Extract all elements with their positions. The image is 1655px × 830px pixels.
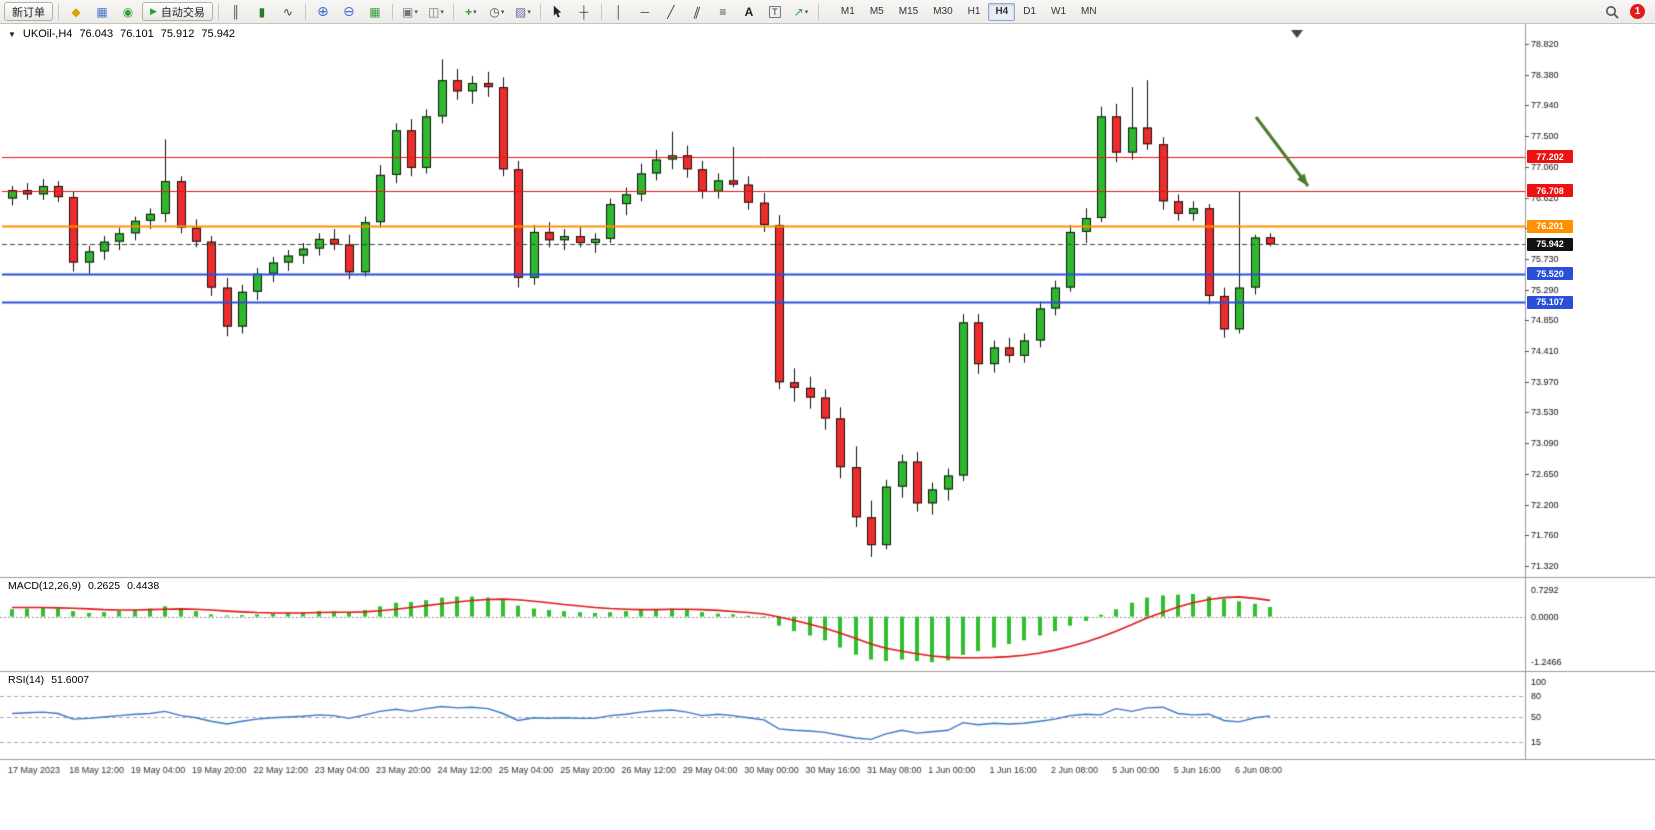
price-badge-75.107: 75.107 bbox=[1527, 295, 1573, 309]
toolbar-separator bbox=[600, 3, 602, 20]
rsi-name: RSI(14) bbox=[8, 674, 45, 686]
shapes-dropdown[interactable]: ↗ ▾ bbox=[793, 4, 809, 19]
zoom-in-icon[interactable]: ⊕ bbox=[317, 3, 329, 19]
toolbar-separator bbox=[304, 3, 306, 20]
chart-title: ▼ UKOil-,H4 76.043 76.101 75.912 75.942 bbox=[8, 28, 235, 40]
crosshair-icon[interactable]: ┼ bbox=[579, 4, 589, 19]
vertical-line-icon[interactable]: │ bbox=[615, 4, 623, 19]
macd-value: 0.2625 bbox=[87, 580, 121, 592]
new-order-button[interactable]: 新订单 bbox=[4, 2, 53, 21]
timeframe-w1[interactable]: W1 bbox=[1044, 3, 1073, 21]
autotrading-icon: ▶ bbox=[150, 6, 157, 16]
collapse-icon[interactable]: ▼ bbox=[8, 29, 16, 39]
template-dropdown[interactable]: ▨ ▾ bbox=[514, 4, 531, 19]
tile-windows-icon[interactable]: ▦ bbox=[369, 4, 381, 19]
cursor-icon[interactable] bbox=[546, 1, 570, 23]
timeframe-d1[interactable]: D1 bbox=[1016, 3, 1043, 21]
market-watch-icon[interactable]: ◆ bbox=[71, 4, 81, 19]
toolbar-separator bbox=[391, 3, 393, 20]
zoom-out-icon[interactable]: ⊖ bbox=[343, 3, 355, 19]
tile-horizontal-icon[interactable]: ◫ ▾ bbox=[427, 4, 444, 19]
search-icon[interactable] bbox=[1600, 1, 1624, 23]
timeframe-m15[interactable]: M15 bbox=[892, 3, 925, 21]
label-icon-glyph: T bbox=[769, 5, 781, 18]
timeframe-m30[interactable]: M30 bbox=[926, 3, 959, 21]
macd-label: MACD(12,26,9) 0.2625 0.4438 bbox=[8, 580, 159, 592]
timeframe-m5[interactable]: M5 bbox=[863, 3, 891, 21]
price-badge-76.201: 76.201 bbox=[1527, 219, 1573, 233]
low-value: 75.912 bbox=[160, 28, 195, 40]
price-badge-75.942: 75.942 bbox=[1527, 237, 1573, 251]
autotrading-label: 自动交易 bbox=[160, 6, 205, 19]
timeframe-group: M1 M5 M15 M30 H1 H4 D1 W1 MN bbox=[834, 2, 1104, 21]
fibonacci-icon[interactable]: ≡ bbox=[719, 4, 727, 19]
new-order-label: 新订单 bbox=[12, 6, 45, 19]
symbol-period-label: UKOil-,H4 bbox=[22, 28, 73, 40]
channel-icon[interactable]: ∥ bbox=[691, 4, 703, 19]
rsi-value: 51.6007 bbox=[51, 674, 90, 686]
toolbar-separator bbox=[58, 3, 59, 20]
notification-badge[interactable]: 1 bbox=[1630, 4, 1645, 19]
text-icon[interactable]: A bbox=[744, 4, 754, 19]
terminal-icon[interactable]: ◉ bbox=[122, 4, 134, 19]
horizontal-line-icon[interactable]: ─ bbox=[640, 4, 650, 19]
new-chart-dropdown[interactable]: + ▾ bbox=[465, 4, 477, 19]
toolbar-separator bbox=[539, 3, 541, 20]
price-badge-77.202: 77.202 bbox=[1527, 150, 1573, 164]
navigator-icon[interactable]: ▦ bbox=[96, 4, 108, 19]
trendline-icon[interactable]: ╱ bbox=[667, 4, 675, 19]
main-toolbar: 新订单 ◆ ▦ ◉ ▶ 自动交易 ║ ▮ ∿ ⊕ ⊖ ▦ ▣ ▾ ◫ ▾ + ▾ ◷ ▾… bbox=[0, 0, 1655, 24]
magnifier-shape bbox=[1606, 5, 1619, 19]
timeframe-h4[interactable]: H4 bbox=[988, 2, 1016, 21]
line-chart-icon[interactable]: ∿ bbox=[282, 4, 293, 19]
period-dropdown[interactable]: ◷ ▾ bbox=[489, 4, 505, 19]
open-value: 76.043 bbox=[79, 28, 114, 40]
price-badge-75.520: 75.520 bbox=[1527, 267, 1573, 281]
autotrading-button[interactable]: ▶ 自动交易 bbox=[142, 2, 213, 21]
cascade-windows-icon[interactable]: ▣ ▾ bbox=[401, 4, 418, 19]
timeframe-mn[interactable]: MN bbox=[1074, 3, 1104, 21]
timeframe-h1[interactable]: H1 bbox=[961, 3, 988, 21]
toolbar-separator bbox=[452, 3, 454, 20]
candlestick-icon[interactable]: ▮ bbox=[258, 4, 266, 19]
close-value: 75.942 bbox=[201, 28, 236, 40]
price-badge-76.708: 76.708 bbox=[1527, 184, 1573, 198]
toolbar-separator bbox=[817, 3, 819, 20]
high-value: 76.101 bbox=[120, 28, 154, 40]
cursor-arrow-shape bbox=[554, 5, 562, 17]
macd-signal-value: 0.4438 bbox=[127, 580, 160, 592]
bar-chart-icon[interactable]: ║ bbox=[231, 4, 241, 19]
rsi-label: RSI(14) 51.6007 bbox=[8, 674, 89, 686]
timeframe-m1[interactable]: M1 bbox=[834, 3, 862, 21]
macd-name: MACD(12,26,9) bbox=[8, 580, 81, 592]
label-icon[interactable]: T bbox=[763, 1, 787, 23]
toolbar-separator bbox=[217, 3, 219, 20]
